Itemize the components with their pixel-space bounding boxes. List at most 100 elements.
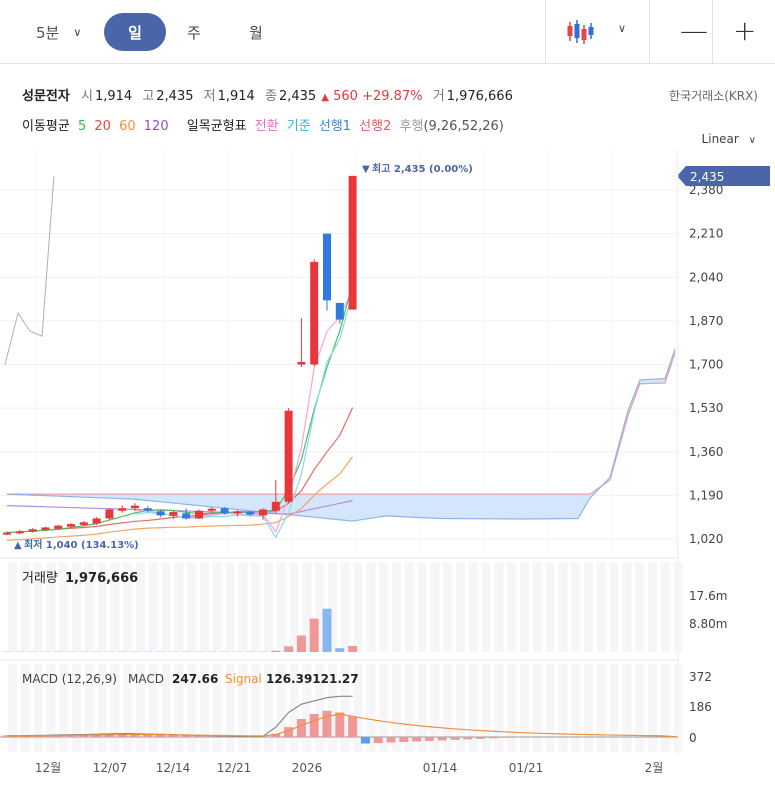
candle-body (285, 411, 293, 502)
volume-bar (323, 609, 332, 652)
volume-column-bg (315, 562, 324, 652)
price-tick: 2,380 (689, 183, 723, 197)
time-tick: 12/14 (156, 761, 191, 775)
macd-column-bg (8, 664, 17, 752)
candlestick-icon[interactable] (566, 19, 596, 45)
volume-column-bg (302, 562, 311, 652)
macd-column-bg (610, 664, 619, 752)
macd-column-bg (238, 664, 247, 752)
macd-histogram (3, 711, 511, 744)
candle-body (29, 529, 37, 532)
macd-column-bg (46, 664, 55, 752)
ichimoku-span2-line (7, 353, 675, 494)
price-tick: 1,530 (689, 401, 723, 415)
volume-column-bg (610, 562, 619, 652)
volume-bar (335, 648, 344, 652)
volume-column-bg (277, 562, 286, 652)
time-tick: 01/21 (509, 761, 544, 775)
macd-column-bg (136, 664, 145, 752)
macd-bar (297, 719, 306, 737)
ma-120-label[interactable]: 120 (144, 119, 169, 134)
volume-column-bg (520, 562, 529, 652)
volume-bar (310, 619, 319, 652)
ma-20-label[interactable]: 20 (94, 119, 111, 134)
volume-column-bg (584, 562, 593, 652)
macd-column-bg (507, 664, 516, 752)
ma-60-label[interactable]: 60 (119, 119, 136, 134)
macd-pane-label: MACD (12,26,9) (22, 672, 117, 686)
volume-column-bg (238, 562, 247, 652)
tab-month-label: 월 (249, 24, 263, 42)
low-label: 저 (204, 89, 216, 104)
macd-column-bg (200, 664, 209, 752)
volume-bar (348, 646, 357, 652)
macd-column-bg (277, 664, 286, 752)
macd-column-bg (533, 664, 542, 752)
macd-column-bg (85, 664, 94, 752)
macd-label: MACD (128, 672, 164, 686)
minus-icon[interactable]: — (680, 14, 708, 48)
macd-column-bg (418, 664, 427, 752)
macd-bar (323, 711, 332, 737)
candle-body (41, 527, 49, 530)
volume-bar (284, 646, 293, 652)
volume-column-bg (648, 562, 657, 652)
macd-column-bg (72, 664, 81, 752)
candle-body (157, 511, 165, 515)
time-tick: 01/14 (423, 761, 458, 775)
macd-column-bg (251, 664, 260, 752)
macd-tick: 0 (689, 731, 697, 745)
ichimoku-span1-label[interactable]: 선행1 (319, 119, 351, 134)
macd-column-bg (366, 664, 375, 752)
macd-column-bg (149, 664, 158, 752)
chevron-down-icon: ∨ (73, 26, 81, 39)
volume-bar (297, 635, 306, 652)
current-price-badge (677, 166, 770, 186)
macd-bar (284, 727, 293, 737)
macd-bar (387, 737, 396, 743)
tab-month[interactable]: 월 (249, 22, 263, 43)
macd-column-bg (187, 664, 196, 752)
macd-column-bg (341, 664, 350, 752)
chart-type-chevron-icon[interactable]: ∨ (618, 22, 626, 35)
change-percent: +29.87% (362, 89, 422, 104)
plus-icon[interactable]: + (733, 14, 756, 48)
ichimoku-base-label[interactable]: 기준 (287, 119, 311, 134)
ichimoku-span1-line (7, 349, 675, 521)
ma-5-label[interactable]: 5 (78, 119, 86, 134)
tab-day[interactable]: 일 (104, 13, 166, 51)
tab-week[interactable]: 주 (187, 22, 201, 43)
interval-dropdown[interactable]: 5분 ∨ (36, 22, 81, 43)
scale-mode-dropdown[interactable]: Linear ∨ (702, 132, 756, 146)
ichimoku-cloud (7, 349, 675, 521)
volume-column-bg (226, 562, 235, 652)
macd-column-bg (110, 664, 119, 752)
macd-bar (28, 735, 37, 737)
high-annotation: 최고 2,435 (0.00%) (372, 162, 473, 175)
ichimoku-span2-label[interactable]: 선행2 (359, 119, 391, 134)
macd-column-bg (456, 664, 465, 752)
macd-bar (399, 737, 408, 742)
volume-column-bg (622, 562, 631, 652)
volume-column-bg (661, 562, 670, 652)
volume-column-bg (59, 562, 68, 652)
ma-60-line (7, 457, 353, 541)
ichimoku-conversion-label[interactable]: 전환 (255, 119, 279, 134)
volume-column-bg (469, 562, 478, 652)
quote-summary: 성문전자 시 1,914 고 2,435 저 1,914 종 2,435 ▲ 560 +… (22, 85, 519, 104)
ichimoku-lagging-label[interactable]: 후행 (400, 119, 424, 134)
macd-bar (182, 735, 191, 737)
time-tick: 12/07 (93, 761, 128, 775)
volume-column-bg (405, 562, 414, 652)
candle-body (259, 509, 267, 515)
macd-column-bg (635, 664, 644, 752)
volume-column-bg (21, 562, 30, 652)
macd-bar (348, 716, 357, 737)
price-grid (0, 150, 678, 550)
macd-bar (476, 737, 485, 739)
low-marker-icon: ▲ (14, 540, 22, 551)
macd-column-bg (546, 664, 555, 752)
ma-label: 이동평균 (22, 119, 70, 134)
high-label: 고 (142, 89, 154, 104)
close-label: 종 (265, 89, 277, 104)
